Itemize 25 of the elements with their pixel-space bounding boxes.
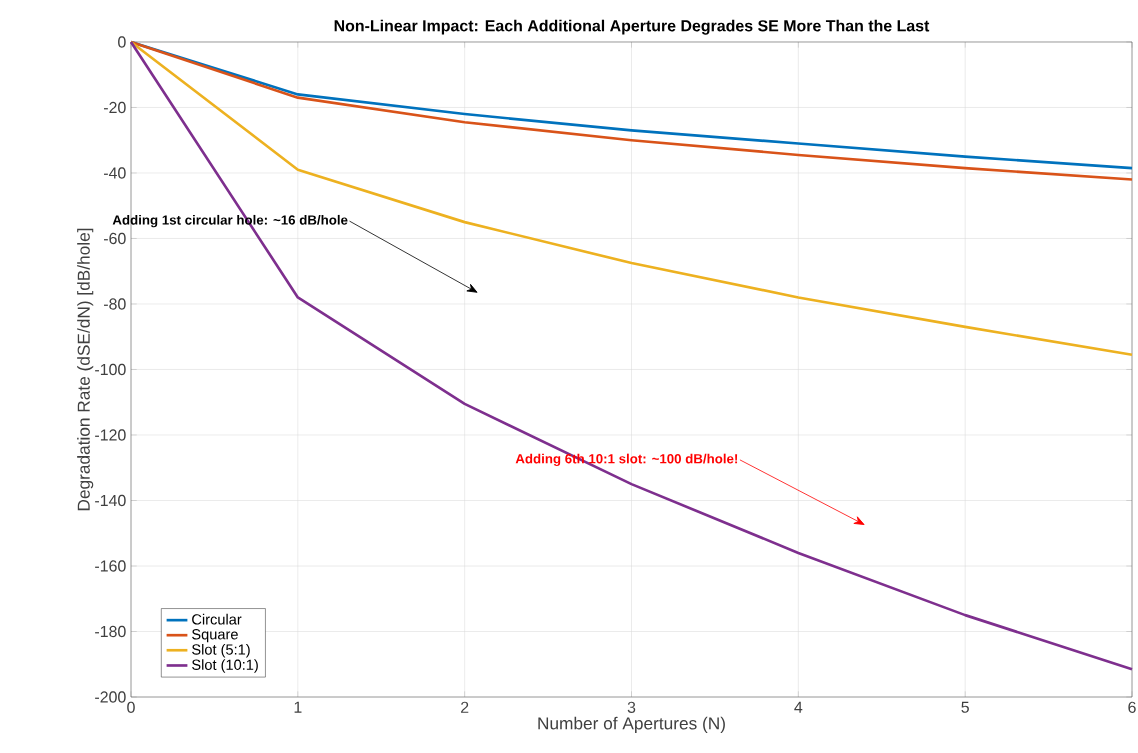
y-tick-label: -80 [103,298,126,310]
legend-label: Circular [192,613,242,625]
legend-label: Square [192,629,238,643]
y-axis-title: Degradation Rate (dSE/dN) [dB/hole] [77,228,94,511]
legend-label: Slot (10:1) [192,659,258,673]
y-tick-label: -120 [95,429,126,441]
y-tick-label: -60 [103,232,126,245]
x-tick-label: 3 [627,701,636,713]
x-tick-label: 5 [961,701,969,713]
x-tick-label: 0 [127,701,135,713]
y-tick-label: -20 [103,101,126,114]
y-tick-label: 0 [118,36,126,48]
x-axis-title: Number of Apertures (N) [538,716,725,733]
x-tick-label: 1 [294,701,302,713]
y-tick-label: -180 [95,625,126,638]
x-tick-label: 2 [461,701,469,713]
y-tick-label: -160 [95,560,126,572]
y-tick-label: -200 [95,691,126,703]
x-tick-label: 4 [794,701,803,713]
y-tick-label: -40 [103,167,126,179]
x-tick-label: 6 [1128,701,1136,713]
chart-title: Non-Linear Impact: Each Additional Aperture Degrades SE More Than the Last [334,19,930,35]
y-tick-label: -140 [95,494,126,507]
legend-label: Slot (5:1) [192,643,250,658]
y-tick-label: -100 [95,363,126,376]
